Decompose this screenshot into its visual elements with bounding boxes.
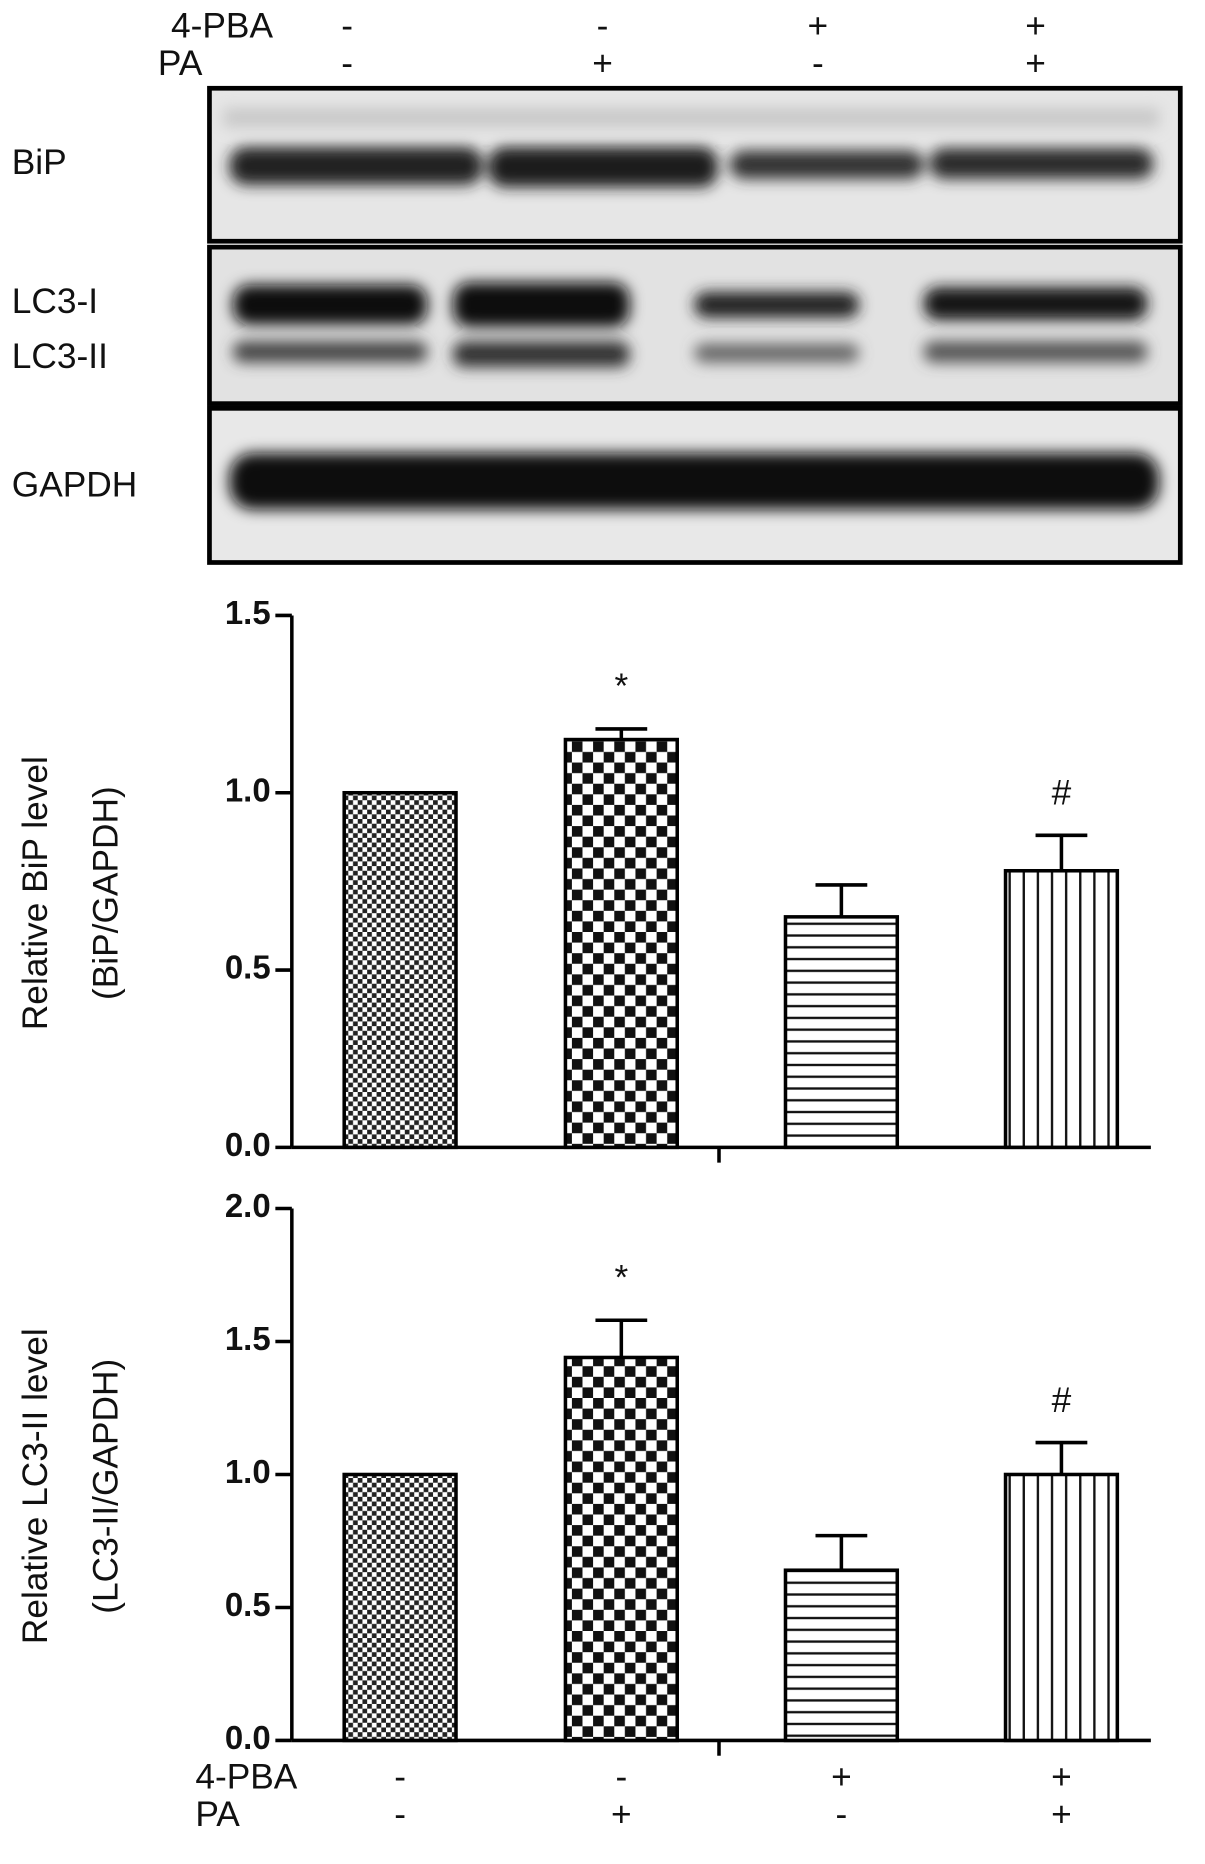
treatment-label: 4-PBA xyxy=(171,7,273,46)
band-label: LC3-I xyxy=(12,282,98,321)
error-bar xyxy=(815,1533,868,1571)
error-bar xyxy=(1035,1440,1088,1475)
significance-mark: # xyxy=(1052,1381,1072,1420)
treatment-sign: + xyxy=(808,7,829,46)
treatment-sign: - xyxy=(341,7,353,46)
treatment-sign: + xyxy=(1051,1795,1072,1834)
error-bar xyxy=(1035,833,1088,871)
band-label: BiP xyxy=(12,143,67,182)
treatment-sign: - xyxy=(812,44,824,83)
treatment-sign: - xyxy=(394,1758,406,1797)
treatment-sign: + xyxy=(611,1795,632,1834)
bar xyxy=(1003,1472,1120,1743)
band-label: GAPDH xyxy=(12,466,138,505)
treatment-sign: + xyxy=(831,1758,852,1797)
error-bar xyxy=(595,1318,648,1358)
y-axis-label: (BiP/GAPDH) xyxy=(87,786,126,1000)
bar xyxy=(783,1568,900,1743)
y-tick-label: 0.5 xyxy=(225,1586,271,1623)
treatment-sign: - xyxy=(341,44,353,83)
error-bar xyxy=(815,883,868,917)
error-bar xyxy=(595,727,648,740)
bar xyxy=(563,1355,679,1743)
treatment-label: PA xyxy=(158,44,203,83)
y-tick-label: 1.0 xyxy=(225,771,271,808)
treatment-label: PA xyxy=(195,1795,240,1834)
bar xyxy=(342,790,458,1150)
y-axis-label: (LC3-II/GAPDH) xyxy=(87,1359,126,1614)
y-axis-label: Relative LC3-II level xyxy=(16,1328,55,1644)
bar xyxy=(563,737,679,1150)
treatment-sign: - xyxy=(835,1795,847,1834)
y-tick-label: 0.0 xyxy=(225,1126,271,1163)
y-tick-label: 1.0 xyxy=(225,1453,271,1490)
y-tick-label: 2.0 xyxy=(225,1187,271,1224)
band-label: LC3-II xyxy=(12,337,108,376)
significance-mark: # xyxy=(1052,774,1072,813)
treatment-sign: + xyxy=(1025,7,1046,46)
blot-image xyxy=(207,85,1183,565)
y-axis-label: Relative BiP level xyxy=(16,756,55,1030)
bar xyxy=(783,915,900,1150)
treatment-sign: + xyxy=(1025,44,1046,83)
significance-mark: * xyxy=(614,1259,628,1298)
treatment-sign: - xyxy=(394,1795,406,1834)
y-tick-label: 1.5 xyxy=(225,594,271,631)
y-tick-label: 1.5 xyxy=(225,1320,271,1357)
treatment-label: 4-PBA xyxy=(195,1758,297,1797)
y-tick-label: 0.5 xyxy=(225,949,271,986)
treatment-sign: + xyxy=(592,44,613,83)
y-tick-label: 0.0 xyxy=(225,1719,271,1756)
treatment-sign: - xyxy=(597,7,609,46)
bar xyxy=(342,1472,458,1743)
treatment-sign: + xyxy=(1051,1758,1072,1797)
treatment-sign: - xyxy=(615,1758,627,1797)
bar xyxy=(1003,868,1120,1150)
significance-mark: * xyxy=(614,667,628,706)
